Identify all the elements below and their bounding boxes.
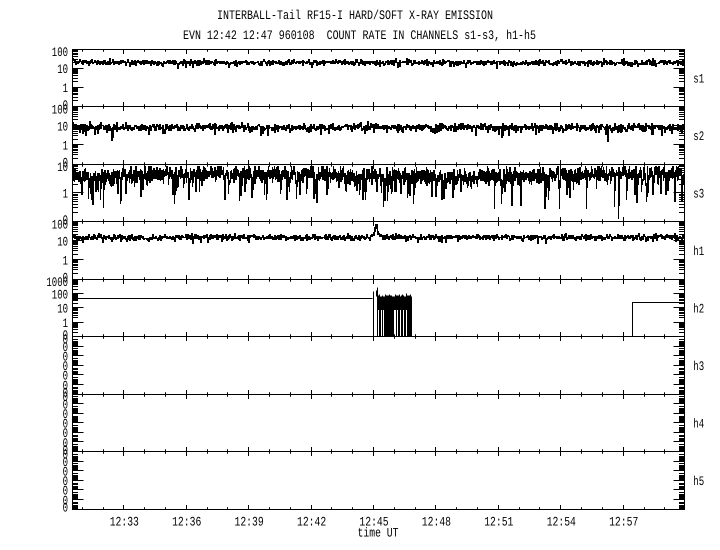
- svg-text:0: 0: [63, 98, 68, 113]
- svg-text:12:57: 12:57: [609, 514, 638, 529]
- svg-text:INTERBALL-Tail RF15-I HARD/SOF: INTERBALL-Tail RF15-I HARD/SOFT X-RAY EM…: [217, 8, 493, 23]
- svg-text:0: 0: [63, 465, 68, 480]
- svg-text:0: 0: [63, 484, 68, 499]
- svg-text:12:36: 12:36: [172, 514, 201, 529]
- svg-text:12:51: 12:51: [484, 514, 513, 529]
- svg-text:1: 1: [63, 187, 69, 202]
- svg-text:s2: s2: [693, 129, 704, 144]
- svg-text:h3: h3: [693, 359, 704, 374]
- svg-text:0: 0: [63, 350, 68, 365]
- svg-text:0: 0: [63, 436, 68, 451]
- svg-text:12:42: 12:42: [297, 514, 326, 529]
- svg-text:s1: s1: [693, 72, 704, 87]
- svg-text:1000: 1000: [46, 275, 68, 290]
- svg-text:1: 1: [63, 316, 69, 331]
- svg-text:0: 0: [63, 443, 68, 458]
- svg-text:0: 0: [63, 501, 68, 516]
- svg-text:1: 1: [63, 139, 69, 154]
- svg-text:12:48: 12:48: [422, 514, 451, 529]
- svg-text:0: 0: [63, 378, 68, 393]
- svg-text:0: 0: [63, 213, 68, 228]
- svg-text:h1: h1: [693, 244, 704, 259]
- svg-text:EVN 12:42 12:47 960108 COUNT: EVN 12:42 12:47 960108 COUNT RATE IN CHA…: [183, 28, 536, 43]
- svg-text:time UT: time UT: [358, 526, 399, 541]
- svg-text:0: 0: [63, 271, 68, 286]
- svg-text:0: 0: [63, 369, 68, 384]
- svg-text:100: 100: [52, 287, 68, 302]
- svg-text:12:33: 12:33: [110, 514, 139, 529]
- svg-text:0: 0: [63, 340, 68, 355]
- svg-text:0: 0: [63, 407, 68, 422]
- svg-text:0: 0: [63, 455, 68, 470]
- svg-text:12:45: 12:45: [359, 514, 388, 529]
- svg-text:0: 0: [63, 426, 68, 441]
- svg-text:0: 0: [63, 398, 68, 413]
- svg-text:0: 0: [63, 417, 68, 432]
- svg-text:h5: h5: [693, 474, 704, 489]
- svg-text:0: 0: [63, 328, 68, 343]
- svg-text:10: 10: [57, 160, 68, 175]
- svg-text:10: 10: [57, 62, 68, 77]
- svg-text:100: 100: [52, 103, 68, 118]
- svg-text:h4: h4: [693, 417, 704, 432]
- svg-text:0: 0: [63, 386, 68, 401]
- svg-text:0: 0: [63, 493, 68, 508]
- svg-text:0: 0: [63, 156, 68, 171]
- svg-text:0: 0: [63, 390, 68, 405]
- svg-text:10: 10: [57, 120, 68, 135]
- svg-text:1: 1: [63, 254, 69, 269]
- svg-text:0: 0: [63, 474, 68, 489]
- svg-text:10: 10: [57, 302, 68, 317]
- svg-text:s3: s3: [693, 187, 704, 202]
- svg-text:12:39: 12:39: [235, 514, 264, 529]
- svg-text:1: 1: [63, 81, 69, 96]
- svg-text:0: 0: [63, 448, 68, 463]
- svg-text:100: 100: [52, 45, 68, 60]
- svg-text:12:54: 12:54: [547, 514, 576, 529]
- svg-text:10: 10: [57, 235, 68, 250]
- svg-text:0: 0: [63, 359, 68, 374]
- svg-text:0: 0: [63, 333, 68, 348]
- svg-text:h2: h2: [693, 302, 704, 317]
- svg-text:100: 100: [52, 218, 68, 233]
